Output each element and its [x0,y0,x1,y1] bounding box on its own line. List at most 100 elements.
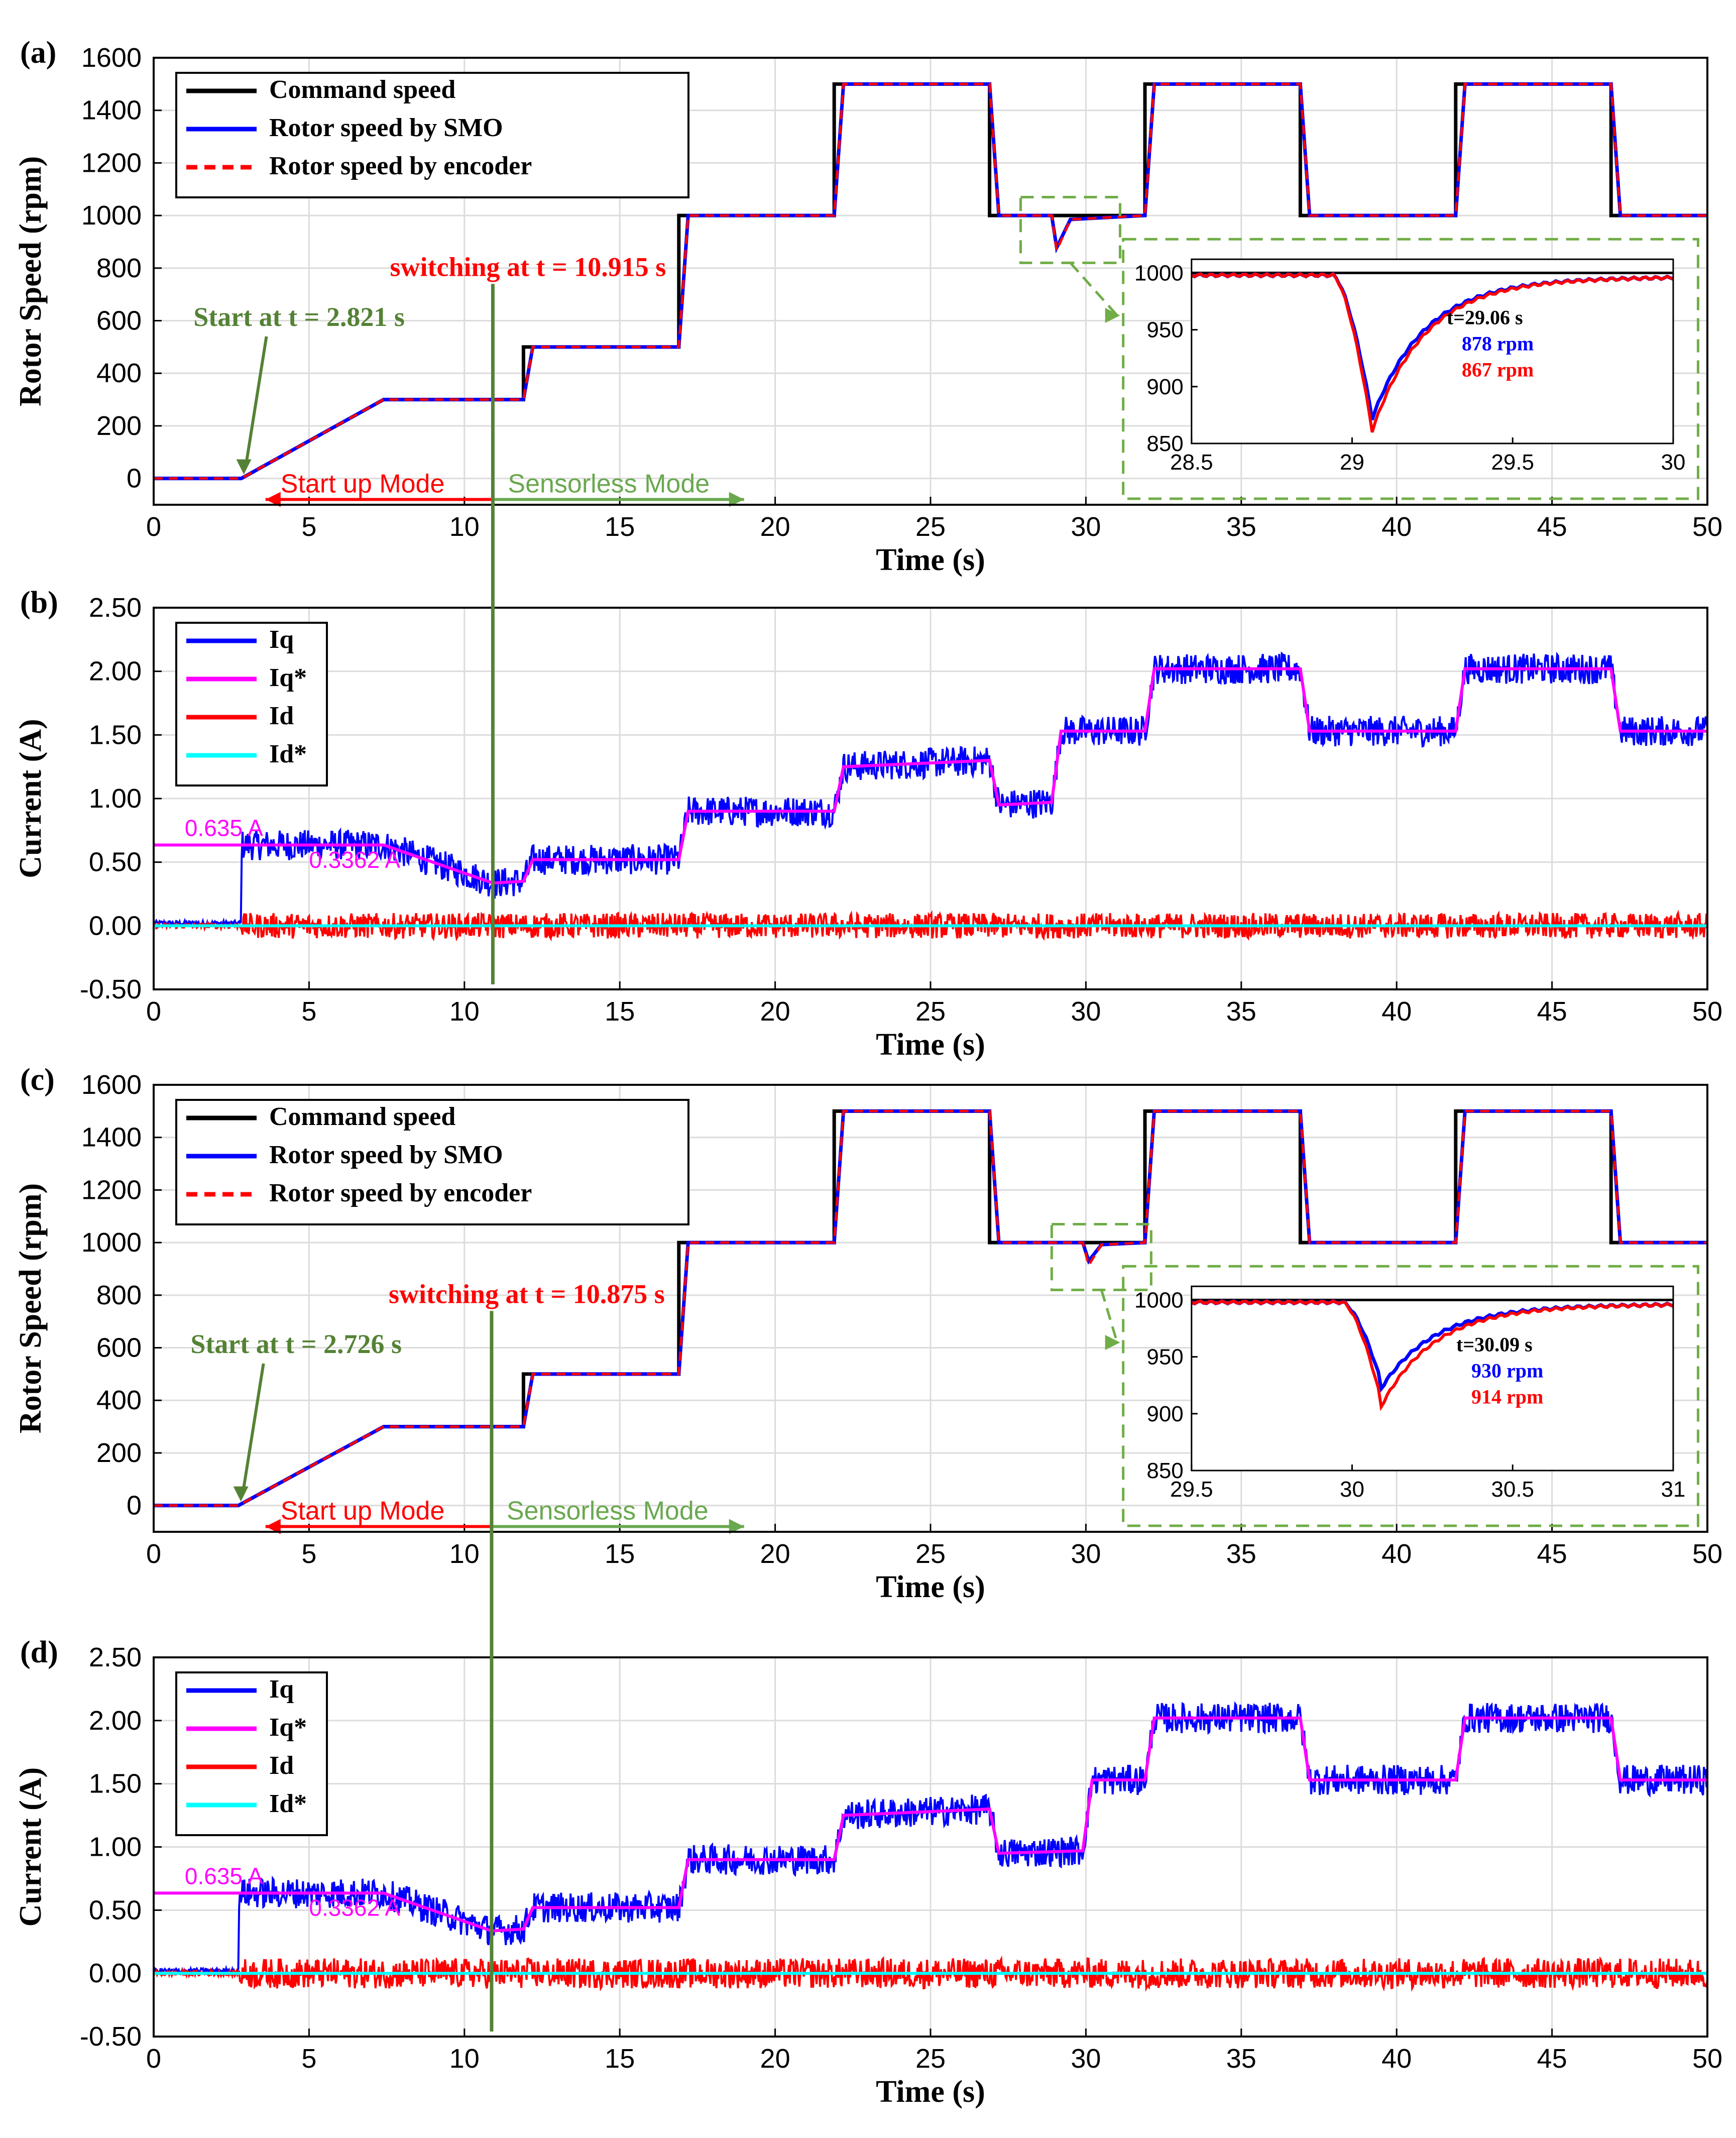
series-iq-ref [154,667,1707,885]
legend-box [175,622,328,786]
legend-box [175,72,689,198]
panel-label: (b) [20,586,58,620]
series-id [153,910,1708,942]
x-axis-label: Time (s) [876,1028,985,1062]
x-tick-label: 40 [1381,996,1412,1027]
y-tick-label: 1600 [81,43,142,73]
x-tick-label: 15 [605,996,635,1027]
inset-x-tick-label: 30 [1340,1477,1364,1502]
x-axis-label: Time (s) [876,543,985,577]
start-arrow-head [233,1486,249,1502]
x-tick-label: 45 [1537,512,1567,542]
x-tick-label: 30 [1071,512,1101,542]
x-tick-label: 25 [915,1539,946,1569]
x-tick-label: 50 [1692,996,1722,1027]
x-tick-label: 0 [146,512,161,542]
legend-entry: Rotor speed by SMO [269,114,503,142]
legend-entry: Id [269,702,294,730]
start-arrow-head [236,459,252,475]
y-tick-label: 1.50 [89,1769,142,1799]
inset-y-tick-label: 850 [1146,1458,1183,1483]
inset-x-tick-label: 29.5 [1491,450,1534,475]
y-tick-label: 0 [127,464,142,494]
x-tick-label: 20 [760,1539,790,1569]
y-tick-label: 800 [96,253,142,283]
x-tick-label: 35 [1226,2044,1256,2074]
x-tick-label: 0 [146,2044,161,2074]
x-tick-label: 20 [760,2044,790,2074]
x-tick-label: 15 [605,512,635,542]
startup-mode-label: Start up Mode [281,470,445,499]
inset-rotor-speed-encoder [1191,272,1674,433]
start-label: Start at t = 2.821 s [193,302,405,332]
zoom-connector-head [1105,308,1120,323]
x-tick-label: 35 [1226,1539,1256,1569]
x-tick-label: 5 [301,996,316,1027]
inset-y-tick-label: 1000 [1134,1288,1184,1312]
inset-x-tick-label: 29 [1340,450,1364,475]
inset-time-label: t=30.09 s [1456,1333,1533,1356]
zoom-source-box [1019,195,1121,264]
switching-label: switching at t = 10.915 s [390,252,666,282]
x-axis-label: Time (s) [876,1570,985,1604]
iq-label: 0.635 A [185,1863,263,1889]
series-iq [153,651,1708,930]
y-tick-label: 2.00 [89,1706,142,1736]
x-tick-label: 20 [760,996,790,1027]
inset-smo-label: 878 rpm [1462,332,1534,355]
y-axis-label: Current (A) [14,719,48,878]
x-tick-label: 10 [449,1539,480,1569]
x-tick-label: 15 [605,2044,635,2074]
x-tick-label: 45 [1537,996,1567,1027]
zoom-connector [1069,262,1118,316]
x-tick-label: 35 [1226,512,1256,542]
inset-encoder-label: 914 rpm [1471,1385,1543,1408]
legend-entry: Command speed [269,1102,455,1131]
inset-x-tick-label: 30 [1661,450,1685,475]
y-axis-label: Rotor Speed (rpm) [14,156,48,406]
inset-encoder-label: 867 rpm [1462,358,1534,381]
y-tick-label: 2.50 [89,1642,142,1672]
x-tick-label: 45 [1537,1539,1567,1569]
legend-entry: Iq [269,625,294,654]
y-tick-label: 0.50 [89,1895,142,1925]
start-label: Start at t = 2.726 s [190,1329,402,1359]
start-arrow [245,336,268,463]
current-panel: 0 5 10 15 20 25 30 35 40 45 50 -0.50 0.00 0.50 1.00 1.5… [14,586,1722,1062]
x-tick-label: 50 [1692,1539,1722,1569]
series-id [153,1955,1708,1992]
y-tick-label: 2.50 [89,593,142,623]
y-tick-label: 1000 [81,200,142,231]
inset-smo-label: 930 rpm [1471,1359,1543,1382]
sensorless-mode-label: Sensorless Mode [507,1497,709,1526]
iq-label-low: 0.3362 A [309,847,400,873]
sensorless-mode-arrow-head [729,492,744,507]
inset-y-tick-label: 950 [1146,318,1183,343]
y-tick-label: 1200 [81,148,142,178]
inset-frame [1191,258,1674,444]
x-tick-label: 25 [915,996,946,1027]
iq-label: 0.635 A [185,815,263,841]
y-tick-label: 0.00 [89,911,142,941]
y-tick-label: 1.00 [89,783,142,814]
x-tick-label: 50 [1692,512,1722,542]
inset-area [1191,1286,1673,1471]
x-tick-label: 10 [449,996,480,1027]
inset-y-tick-label: 900 [1146,375,1183,399]
legend-entry: Rotor speed by encoder [269,152,532,180]
x-tick-label: 5 [301,512,316,542]
legend-entry: Id* [269,740,307,768]
x-tick-label: 25 [915,512,946,542]
y-tick-label: 1.50 [89,720,142,750]
y-tick-label: -0.50 [80,974,142,1004]
inset-y-tick-label: 850 [1146,431,1183,456]
inset-time-label: t=29.06 s [1447,306,1523,328]
x-axis-label: Time (s) [876,2075,985,2109]
y-tick-label: 600 [96,1333,142,1363]
axes-frame [153,1084,1708,1533]
inset-area [1191,259,1673,443]
x-tick-label: 10 [449,2044,480,2074]
speed-panel: 0 5 10 15 20 25 30 35 40 45 50 0 200 400 600 800 1000 120… [14,36,1722,577]
sensorless-mode-label: Sensorless Mode [508,470,710,499]
y-tick-label: 0.00 [89,1958,142,1988]
